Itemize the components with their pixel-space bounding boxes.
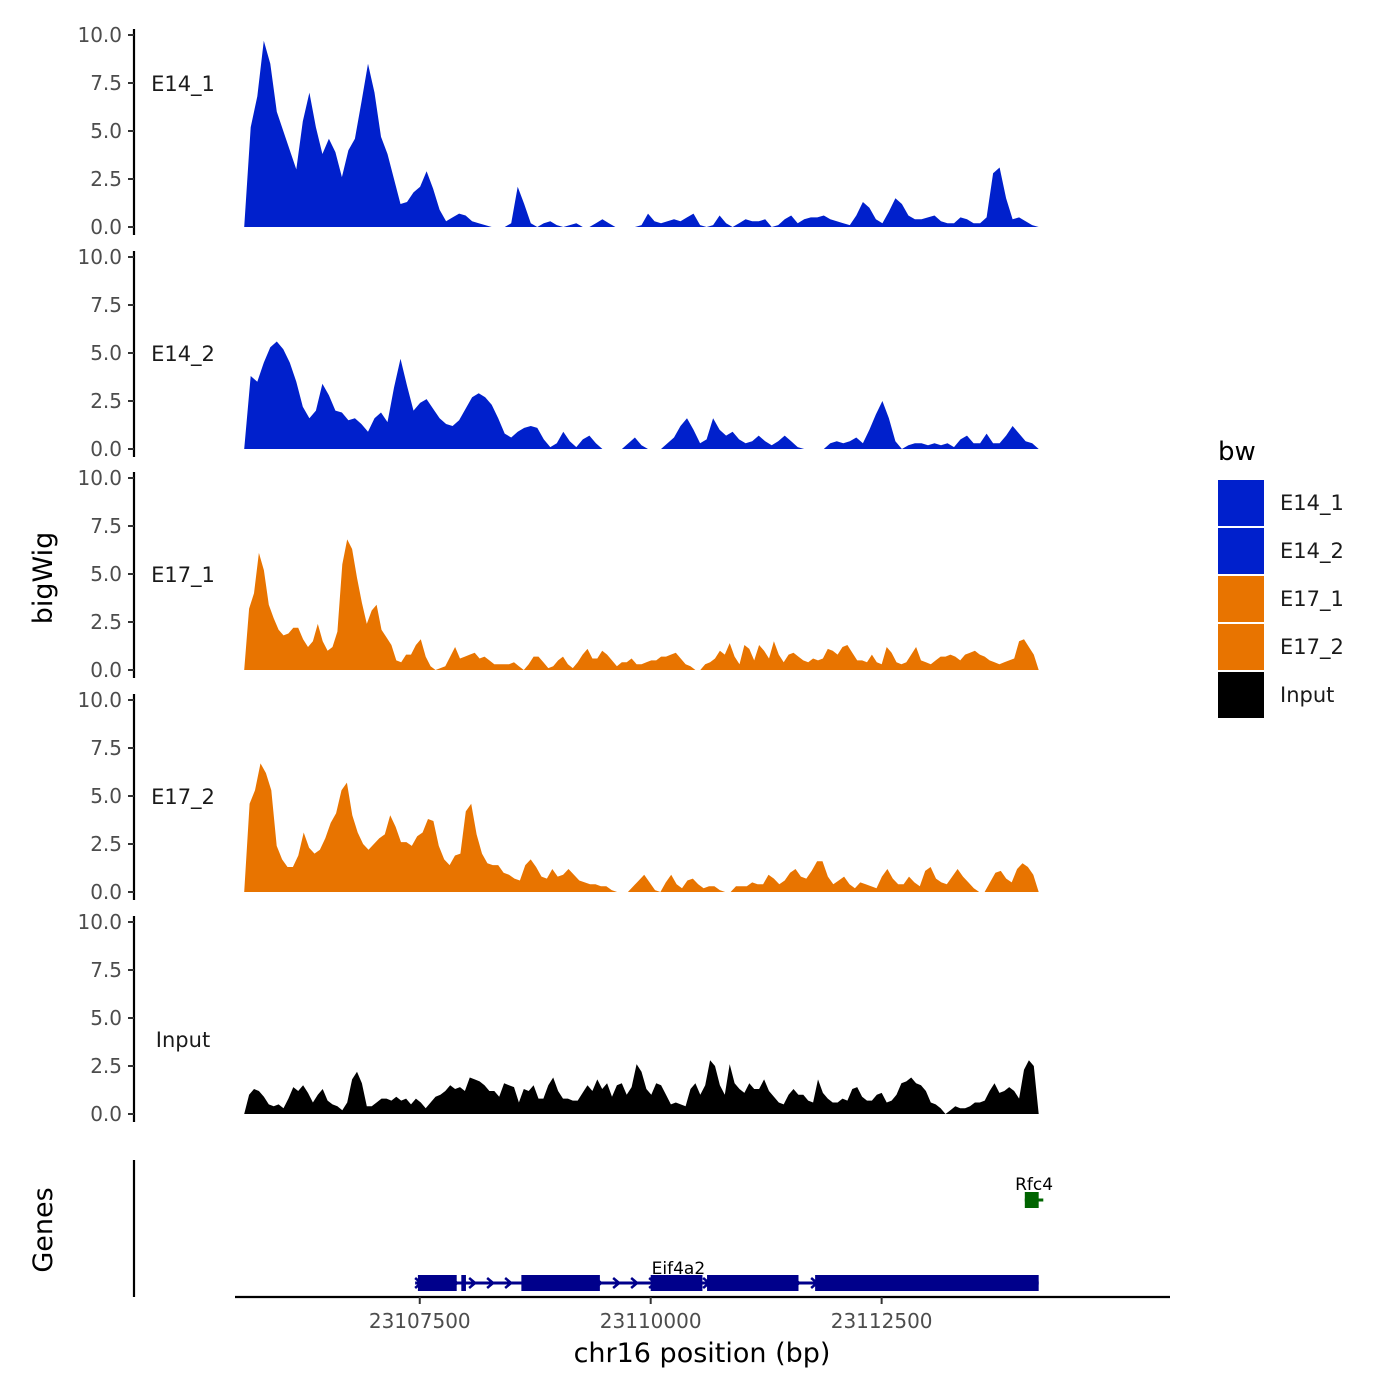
y-tick-label: 7.5 — [90, 514, 122, 538]
bigwig-tracks: 0.0 2.5 5.0 7.5 10.0 E14_1 0.0 2.5 5.0 7.5 10.0 E14… — [77, 23, 1039, 1126]
signal-area — [244, 40, 1039, 227]
y-tick-label: 7.5 — [90, 71, 122, 95]
track-e14-2: 0.0 2.5 5.0 7.5 10.0 E14_2 — [77, 245, 1039, 461]
y-tick-label: 0.0 — [90, 215, 122, 239]
y-tick-label: 5.0 — [90, 784, 122, 808]
track-e17-2: 0.0 2.5 5.0 7.5 10.0 E17_2 — [77, 688, 1039, 904]
legend-title: bw — [1218, 437, 1256, 467]
legend-swatch-input — [1218, 672, 1264, 718]
gene-exon — [707, 1275, 799, 1291]
y-tick-label: 2.5 — [90, 389, 122, 413]
y-tick-label: 10.0 — [77, 910, 122, 934]
x-tick-label: 23110000 — [600, 1309, 702, 1333]
strand-chevron — [612, 1277, 622, 1289]
y-tick-label: 7.5 — [90, 293, 122, 317]
legend-label: E14_2 — [1280, 539, 1344, 564]
x-tick-label: 23107500 — [369, 1309, 471, 1333]
track-label: E17_1 — [151, 563, 215, 588]
legend-swatch-e14-2 — [1218, 528, 1264, 574]
legend-label: E17_1 — [1280, 587, 1344, 612]
y-tick-label: 0.0 — [90, 658, 122, 682]
track-label: E14_2 — [151, 342, 215, 367]
strand-chevron — [468, 1277, 478, 1289]
legend-swatch-e14-1 — [1218, 480, 1264, 526]
gene-rfc4: Rfc4 — [1015, 1175, 1053, 1208]
gene-exon — [650, 1275, 703, 1291]
y-axis-title: bigWig — [28, 532, 59, 625]
y-tick-label: 0.0 — [90, 880, 122, 904]
y-tick-label: 5.0 — [90, 119, 122, 143]
strand-chevron — [486, 1277, 496, 1289]
gene-exon — [1024, 1192, 1039, 1208]
y-tick-label: 10.0 — [77, 23, 122, 47]
y-tick-label: 5.0 — [90, 562, 122, 586]
gene-eif4a2: Eif4a2 — [414, 1259, 1039, 1291]
x-axis: 23107500 23110000 23112500 — [235, 1295, 1170, 1333]
y-tick-label: 2.5 — [90, 1054, 122, 1078]
legend: bw E14_1 E14_2 E17_1 E17_2 Input — [1218, 437, 1344, 718]
signal-area — [244, 341, 1039, 449]
gene-exon — [417, 1275, 457, 1291]
signal-area — [244, 539, 1039, 670]
strand-chevron — [630, 1277, 640, 1289]
y-tick-label: 7.5 — [90, 958, 122, 982]
gene-exon — [815, 1275, 1039, 1291]
y-tick-label: 5.0 — [90, 1006, 122, 1030]
y-tick-label: 2.5 — [90, 610, 122, 634]
y-tick-label: 10.0 — [77, 466, 122, 490]
y-tick-label: 5.0 — [90, 341, 122, 365]
gene-label: Eif4a2 — [652, 1259, 706, 1279]
legend-label: E14_1 — [1280, 491, 1344, 516]
legend-label: Input — [1280, 683, 1334, 707]
y-tick-label: 10.0 — [77, 245, 122, 269]
y-tick-label: 0.0 — [90, 437, 122, 461]
track-e17-1: 0.0 2.5 5.0 7.5 10.0 E17_1 — [77, 466, 1039, 682]
signal-area — [244, 763, 1039, 892]
y-tick-label: 7.5 — [90, 736, 122, 760]
y-tick-label: 10.0 — [77, 688, 122, 712]
y-tick-label: 0.0 — [90, 1102, 122, 1126]
legend-swatch-e17-1 — [1218, 576, 1264, 622]
gene-label: Rfc4 — [1015, 1175, 1053, 1195]
x-tick-label: 23112500 — [831, 1309, 933, 1333]
x-axis-title: chr16 position (bp) — [574, 1338, 831, 1369]
legend-swatch-e17-2 — [1218, 624, 1264, 670]
track-label: E17_2 — [151, 785, 215, 810]
gene-track: Eif4a2 Rfc4 — [132, 1160, 1053, 1297]
track-e14-1: 0.0 2.5 5.0 7.5 10.0 E14_1 — [77, 23, 1039, 239]
genes-axis-title: Genes — [28, 1187, 59, 1272]
track-input: 0.0 2.5 5.0 7.5 10.0 Input — [77, 910, 1039, 1126]
y-tick-label: 2.5 — [90, 167, 122, 191]
strand-chevron — [504, 1277, 514, 1289]
signal-area — [244, 1060, 1039, 1114]
gene-exon — [461, 1275, 466, 1291]
legend-label: E17_2 — [1280, 635, 1344, 660]
y-tick-label: 2.5 — [90, 832, 122, 856]
track-label: Input — [156, 1028, 210, 1052]
gene-exon — [521, 1275, 600, 1291]
track-label: E14_1 — [151, 72, 215, 97]
